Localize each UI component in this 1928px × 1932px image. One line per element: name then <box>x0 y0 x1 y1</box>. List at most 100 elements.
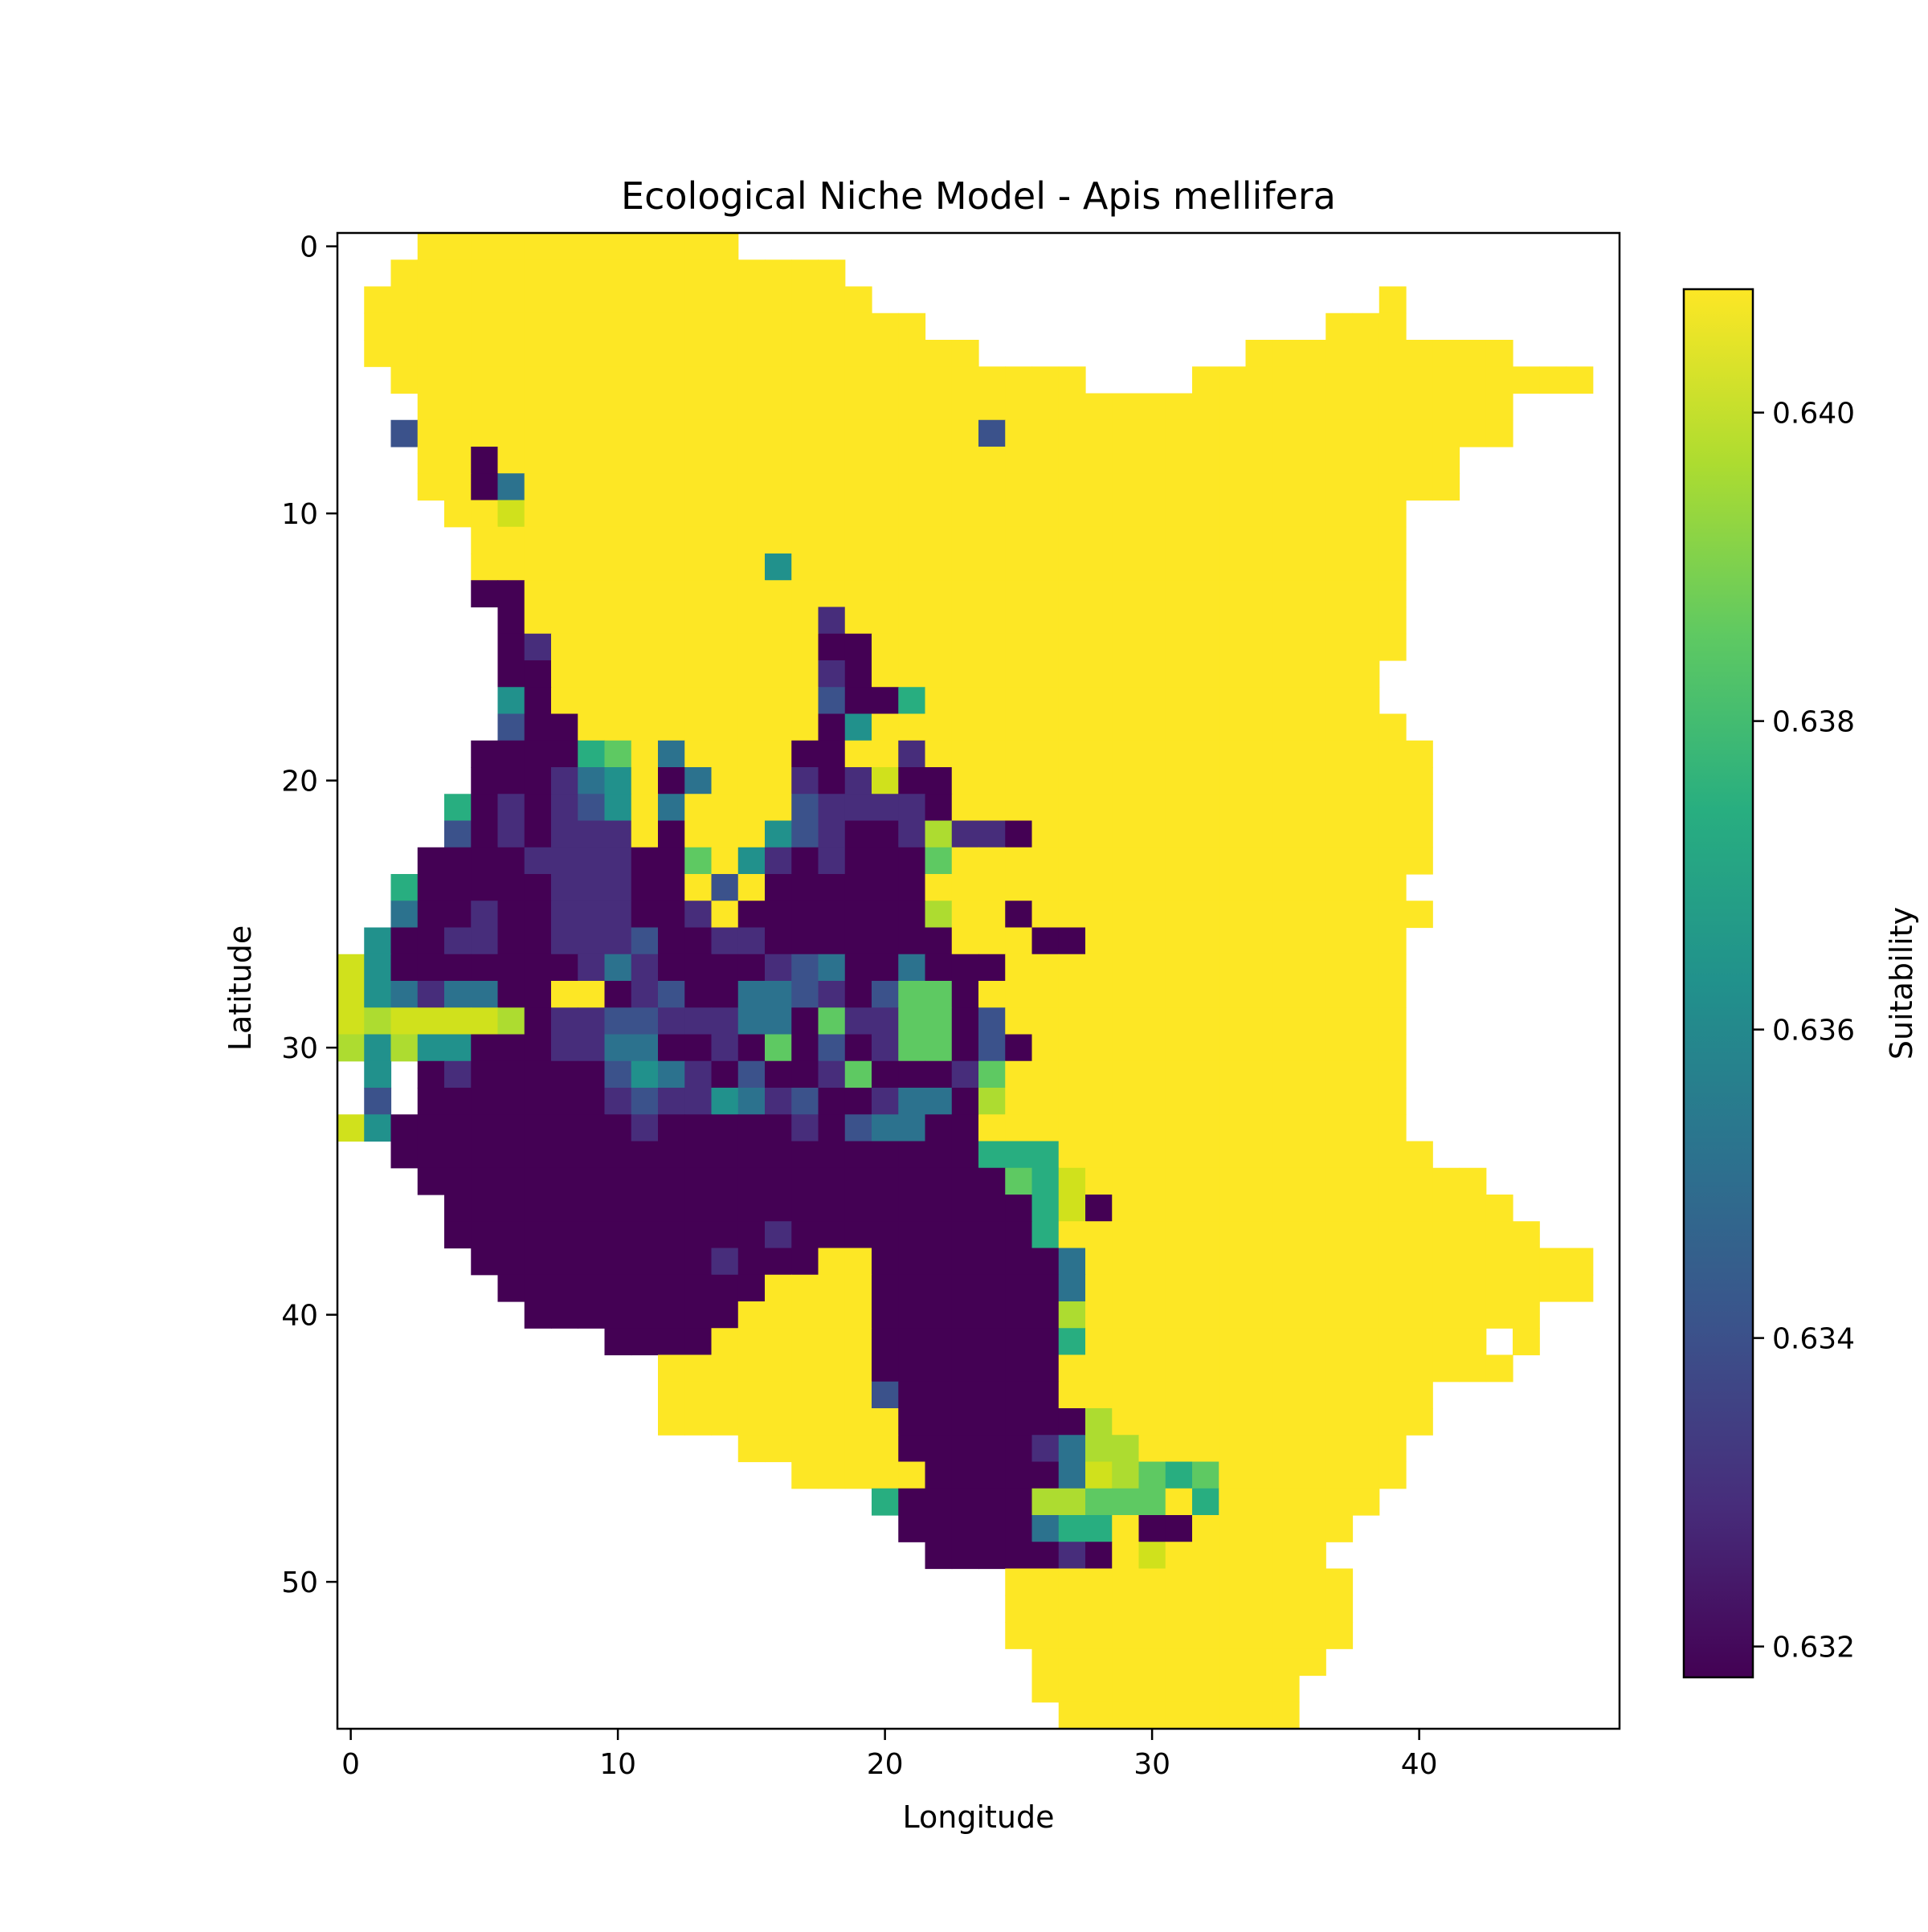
heatmap-cell <box>1031 1248 1060 1276</box>
heatmap-cell <box>551 419 578 447</box>
heatmap-cell <box>417 1114 445 1142</box>
heatmap-cell <box>524 1114 552 1142</box>
heatmap-cell <box>1272 1060 1300 1089</box>
heatmap-cell <box>604 820 632 848</box>
heatmap-cell <box>1031 553 1060 581</box>
heatmap-cell <box>1005 526 1033 554</box>
heatmap-cell <box>1299 1568 1326 1596</box>
heatmap-cell <box>1165 1060 1193 1089</box>
heatmap-cell <box>711 1088 739 1115</box>
heatmap-cell <box>737 981 766 1008</box>
heatmap-cell <box>524 553 552 581</box>
heatmap-cell <box>1406 1221 1433 1249</box>
heatmap-cell <box>1165 981 1193 1008</box>
heatmap-cell <box>1245 927 1273 955</box>
heatmap-cell <box>1192 1114 1219 1142</box>
heatmap-cell <box>872 393 899 421</box>
heatmap-cell <box>711 419 739 447</box>
heatmap-cell <box>1005 500 1033 528</box>
heatmap-cell <box>631 1060 659 1089</box>
heatmap-cell <box>737 1114 766 1142</box>
heatmap-cell <box>765 1301 792 1329</box>
heatmap-cell <box>1245 1648 1273 1677</box>
heatmap-cell <box>1058 794 1086 822</box>
heatmap-cell <box>1165 1701 1193 1730</box>
heatmap-cell <box>1085 954 1113 982</box>
heatmap-cell <box>711 687 739 715</box>
heatmap-cell <box>1299 1595 1326 1623</box>
heatmap-cell <box>684 1221 713 1249</box>
heatmap-cell <box>1165 393 1193 421</box>
heatmap-cell <box>631 660 659 688</box>
heatmap-cell <box>684 473 713 501</box>
heatmap-cell <box>524 526 552 554</box>
heatmap-cell <box>1272 633 1300 661</box>
heatmap-cell <box>497 820 525 848</box>
heatmap-cell <box>684 580 713 608</box>
heatmap-cell <box>925 981 953 1008</box>
heatmap-cell <box>737 954 766 982</box>
heatmap-cell <box>978 1034 1006 1062</box>
heatmap-cell <box>1192 1354 1219 1383</box>
heatmap-cell <box>1112 1515 1140 1542</box>
heatmap-cell <box>791 1328 819 1356</box>
heatmap-cell <box>737 553 766 581</box>
heatmap-cell <box>524 419 552 447</box>
heatmap-cell <box>524 447 552 474</box>
heatmap-cell <box>1192 1675 1219 1703</box>
heatmap-cell <box>765 580 792 608</box>
heatmap-cell <box>1058 767 1086 794</box>
heatmap-cell <box>844 1248 872 1276</box>
heatmap-cell <box>951 607 979 635</box>
heatmap-cell <box>524 660 552 688</box>
heatmap-cell <box>818 1114 846 1142</box>
heatmap-cell <box>497 981 525 1008</box>
heatmap-cell <box>818 847 846 875</box>
heatmap-cell <box>872 500 899 528</box>
heatmap-cell <box>1299 1034 1326 1062</box>
heatmap-cell <box>1192 954 1219 982</box>
heatmap-cell <box>658 366 685 394</box>
heatmap-cell <box>898 1141 926 1169</box>
heatmap-cell <box>951 1114 979 1142</box>
heatmap-cell <box>872 473 899 501</box>
heatmap-cell <box>1192 633 1219 661</box>
heatmap-cell <box>631 1088 659 1115</box>
heatmap-cell <box>951 1328 979 1356</box>
heatmap-cell <box>604 767 632 794</box>
heatmap-cell <box>1165 447 1193 474</box>
heatmap-cell <box>1272 500 1300 528</box>
heatmap-cell <box>1058 366 1086 394</box>
heatmap-cell <box>1406 794 1433 822</box>
heatmap-cell <box>844 366 872 394</box>
heatmap-cell <box>578 1141 606 1169</box>
heatmap-cell <box>1138 1248 1166 1276</box>
heatmap-cell <box>765 687 792 715</box>
heatmap-cell <box>765 286 792 314</box>
heatmap-cell <box>578 687 606 715</box>
heatmap-cell <box>684 607 713 635</box>
heatmap-cell <box>844 1301 872 1329</box>
heatmap-cell <box>551 607 578 635</box>
heatmap-cell <box>471 927 499 955</box>
heatmap-cell <box>1459 419 1487 447</box>
heatmap-cell <box>711 473 739 501</box>
heatmap-cell <box>1112 901 1140 929</box>
heatmap-cell <box>1005 1034 1033 1062</box>
heatmap-cell <box>631 1274 659 1302</box>
heatmap-cell <box>1192 687 1219 715</box>
heatmap-cell <box>604 1221 632 1249</box>
heatmap-cell <box>658 713 685 741</box>
heatmap-cell <box>765 1435 792 1463</box>
heatmap-cell <box>1138 500 1166 528</box>
heatmap-cell <box>1326 660 1354 688</box>
heatmap-cell <box>844 607 872 635</box>
heatmap-cell <box>925 1034 953 1062</box>
heatmap-cell <box>1352 713 1380 741</box>
heatmap-cell <box>1058 1328 1086 1356</box>
heatmap-cell <box>1219 500 1247 528</box>
heatmap-cell <box>1272 607 1300 635</box>
heatmap-cell <box>711 286 739 314</box>
heatmap-cell <box>1112 1301 1140 1329</box>
